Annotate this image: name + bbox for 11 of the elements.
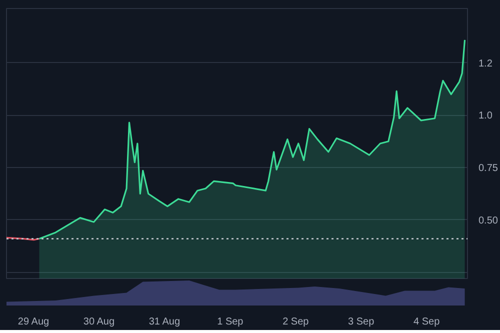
y-tick-label: 1.2	[478, 58, 493, 70]
y-tick-label: 0.75	[478, 163, 498, 174]
x-tick-label: 30 Aug	[83, 316, 115, 328]
x-tick-label: 1 Sep	[217, 316, 244, 328]
y-tick-label: 0.50	[478, 215, 498, 226]
x-tick-label: 29 Aug	[18, 316, 50, 328]
x-tick-label: 3 Sep	[348, 316, 375, 328]
y-tick-label: 1.0	[478, 110, 493, 122]
x-tick-label: 4 Sep	[414, 316, 440, 328]
x-tick-label: 31 Aug	[148, 316, 180, 328]
x-tick-label: 2 Sep	[282, 316, 310, 328]
